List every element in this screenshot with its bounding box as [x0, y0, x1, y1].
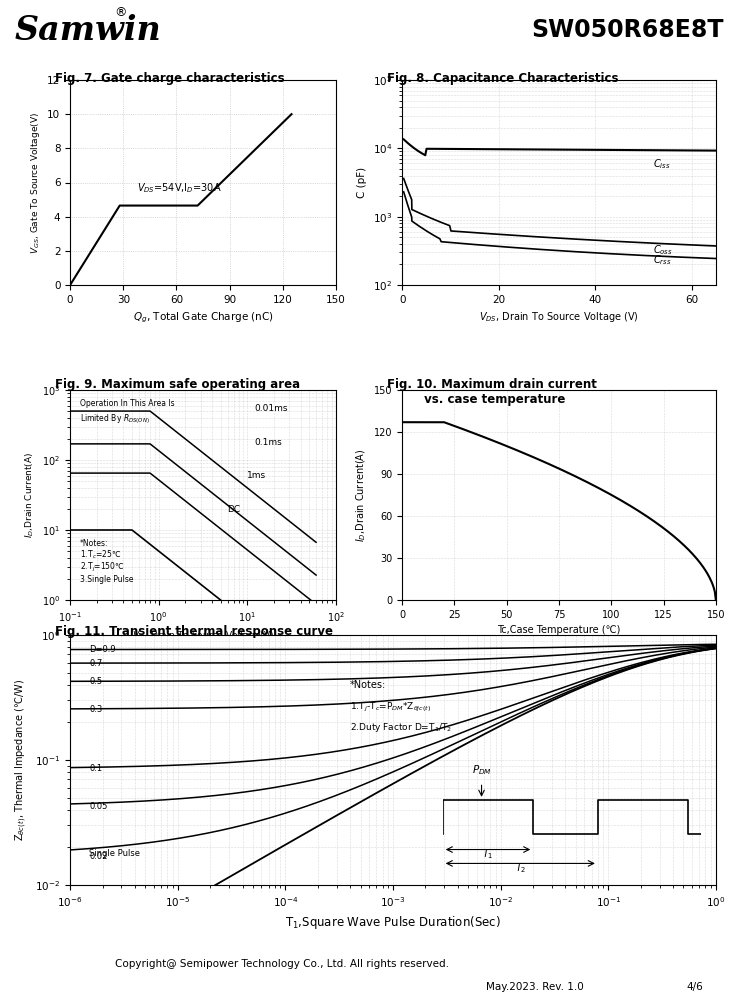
X-axis label: $Q_g$, Total Gate Charge (nC): $Q_g$, Total Gate Charge (nC) [133, 310, 273, 325]
Text: Copyright@ Semipower Technology Co., Ltd. All rights reserved.: Copyright@ Semipower Technology Co., Ltd… [115, 959, 449, 969]
Text: $P_{DM}$: $P_{DM}$ [472, 763, 492, 777]
X-axis label: T$_1$,Square Wave Pulse Duration(Sec): T$_1$,Square Wave Pulse Duration(Sec) [285, 914, 501, 931]
Text: $C_{rss}$: $C_{rss}$ [653, 254, 672, 267]
Text: 0.5: 0.5 [89, 677, 102, 686]
Text: Fig. 9. Maximum safe operating area: Fig. 9. Maximum safe operating area [55, 378, 300, 391]
Text: 0.3: 0.3 [89, 705, 103, 714]
Text: 0.1ms: 0.1ms [255, 438, 282, 447]
Text: 2.Duty Factor D=T$_1$/T$_2$: 2.Duty Factor D=T$_1$/T$_2$ [350, 721, 452, 734]
X-axis label: Tc,Case Temperature (℃): Tc,Case Temperature (℃) [497, 625, 621, 635]
Y-axis label: $I_D$,Drain Current(A): $I_D$,Drain Current(A) [24, 452, 36, 538]
Text: $C_{oss}$: $C_{oss}$ [653, 243, 673, 257]
Text: $V_{DS}$=54V,I$_D$=30A: $V_{DS}$=54V,I$_D$=30A [137, 181, 222, 195]
Text: Samwin: Samwin [15, 14, 162, 47]
Text: 1ms: 1ms [247, 471, 266, 480]
Text: 3.Single Pulse: 3.Single Pulse [80, 575, 134, 584]
Text: 0.7: 0.7 [89, 659, 103, 668]
Text: D=0.9: D=0.9 [89, 645, 116, 654]
Text: 0.01ms: 0.01ms [255, 404, 288, 413]
Text: Single Pulse: Single Pulse [89, 849, 140, 858]
Text: $T_1$: $T_1$ [482, 848, 494, 861]
X-axis label: $V_{DS}$,Drain To Source Voltage(V): $V_{DS}$,Drain To Source Voltage(V) [132, 629, 274, 642]
Y-axis label: $I_D$,Drain Current(A): $I_D$,Drain Current(A) [355, 448, 368, 542]
Text: $T_2$: $T_2$ [514, 862, 526, 875]
Text: 0.02: 0.02 [89, 852, 108, 861]
Text: 0.1: 0.1 [89, 764, 102, 773]
Text: DC: DC [227, 505, 241, 514]
Text: Limited By $R_{DS(ON)}$: Limited By $R_{DS(ON)}$ [80, 413, 150, 426]
Y-axis label: C (pF): C (pF) [357, 167, 368, 198]
Text: 1.T$_c$=25℃: 1.T$_c$=25℃ [80, 549, 122, 561]
Text: May.2023. Rev. 1.0: May.2023. Rev. 1.0 [486, 982, 584, 992]
Text: Fig. 11. Transient thermal response curve: Fig. 11. Transient thermal response curv… [55, 625, 334, 638]
Text: *Notes:: *Notes: [350, 680, 387, 690]
Text: 0.05: 0.05 [89, 802, 108, 811]
Text: Fig. 10. Maximum drain current
         vs. case temperature: Fig. 10. Maximum drain current vs. case … [387, 378, 597, 406]
Text: 2.T$_j$=150℃: 2.T$_j$=150℃ [80, 561, 125, 574]
Text: 1.T$_j$-T$_c$=P$_{DM}$*Z$_{\theta jc(t)}$: 1.T$_j$-T$_c$=P$_{DM}$*Z$_{\theta jc(t)}… [350, 701, 431, 714]
Text: SW050R68E8T: SW050R68E8T [531, 18, 723, 42]
Y-axis label: Z$_{\theta c(t)}$, Thermal Impedance (℃/W): Z$_{\theta c(t)}$, Thermal Impedance (℃/… [14, 679, 30, 841]
Y-axis label: $V_{GS}$, Gate To Source Voltage(V): $V_{GS}$, Gate To Source Voltage(V) [29, 111, 41, 254]
X-axis label: $V_{DS}$, Drain To Source Voltage (V): $V_{DS}$, Drain To Source Voltage (V) [479, 310, 639, 324]
Text: ®: ® [114, 6, 127, 19]
Text: $C_{iss}$: $C_{iss}$ [653, 157, 671, 171]
Text: Fig. 8. Capacitance Characteristics: Fig. 8. Capacitance Characteristics [387, 72, 619, 85]
Text: Fig. 7. Gate charge characteristics: Fig. 7. Gate charge characteristics [55, 72, 285, 85]
Text: *Notes:: *Notes: [80, 539, 108, 548]
Text: 4/6: 4/6 [686, 982, 703, 992]
Text: Operation In This Area Is: Operation In This Area Is [80, 399, 175, 408]
